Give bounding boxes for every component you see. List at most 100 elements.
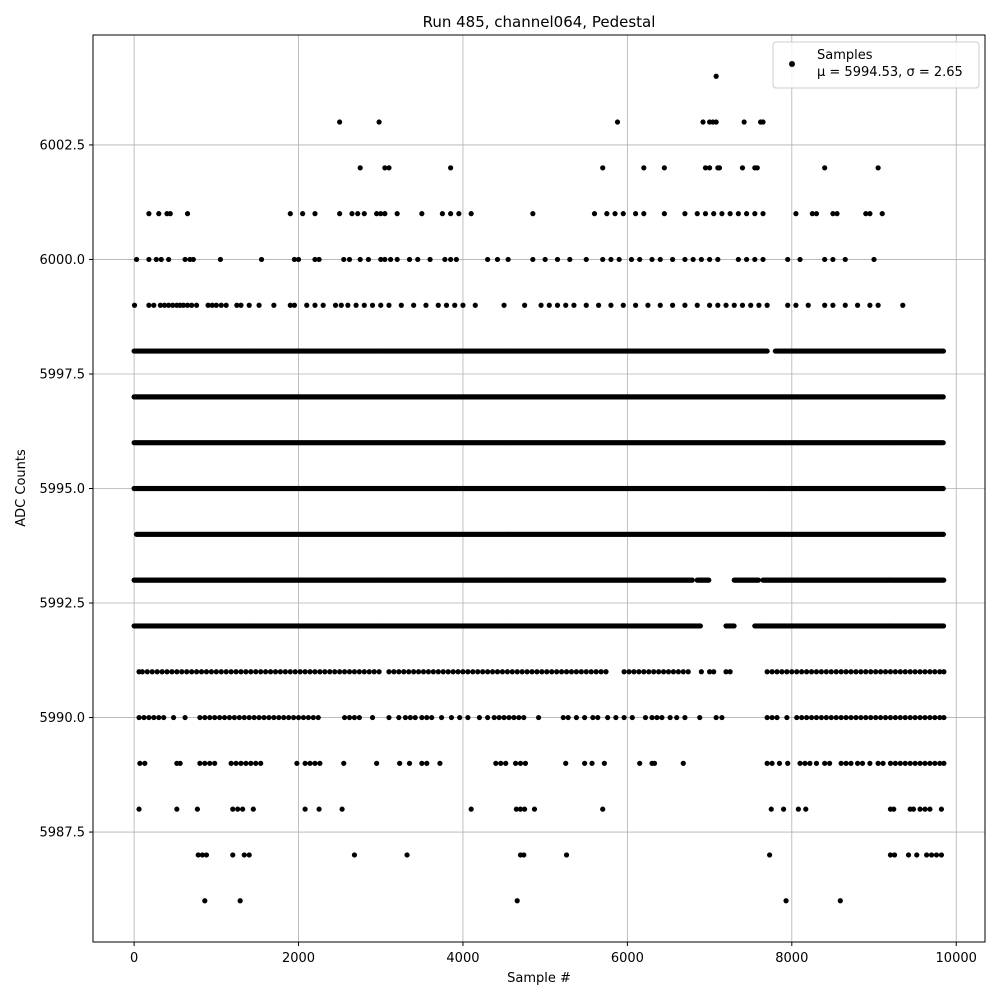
data-point: [453, 256, 459, 263]
data-point: [546, 302, 552, 308]
data-point: [448, 256, 454, 263]
data-point: [571, 302, 577, 308]
data-point: [690, 256, 696, 263]
data-point: [189, 302, 195, 308]
data-point: [378, 302, 384, 308]
data-point: [332, 302, 339, 308]
data-point: [345, 302, 351, 308]
data-point: [854, 302, 861, 308]
data-point: [697, 623, 703, 629]
data-point: [596, 302, 602, 308]
data-point: [394, 256, 400, 263]
data-point: [694, 302, 700, 308]
data-point: [415, 256, 421, 263]
data-point: [567, 256, 573, 263]
data-point: [133, 256, 140, 263]
data-point: [423, 302, 429, 308]
data-point: [657, 302, 663, 308]
data-point: [620, 302, 626, 308]
data-point: [657, 256, 663, 263]
data-point: [316, 256, 322, 263]
data-point: [386, 302, 392, 308]
data-point: [682, 302, 688, 308]
data-point: [669, 302, 676, 308]
data-point: [501, 302, 507, 308]
data-point: [940, 440, 946, 446]
data-point: [616, 256, 622, 263]
data-point: [151, 302, 157, 308]
data-point: [755, 577, 762, 583]
data-point: [131, 302, 138, 308]
data-point: [193, 302, 200, 308]
data-point: [505, 256, 511, 263]
data-point: [706, 302, 713, 308]
data-point: [295, 256, 302, 263]
data-point: [723, 302, 729, 308]
data-point: [649, 256, 655, 263]
data-point: [867, 302, 873, 308]
data-point: [940, 394, 946, 400]
data-point: [158, 256, 164, 263]
data-point: [940, 531, 947, 537]
data-point: [213, 302, 219, 308]
data-point: [637, 256, 643, 263]
data-point: [822, 302, 828, 308]
data-point: [182, 256, 188, 263]
data-point: [338, 302, 344, 308]
data-point: [689, 577, 695, 583]
data-point: [842, 302, 848, 308]
data-point: [258, 256, 265, 263]
data-point: [785, 302, 791, 308]
data-point: [146, 302, 152, 308]
data-point: [346, 256, 353, 263]
data-point: [341, 256, 347, 263]
data-point: [940, 348, 947, 354]
data-point: [682, 256, 688, 263]
data-point: [940, 485, 946, 492]
data-point: [304, 302, 310, 308]
data-point: [353, 302, 359, 308]
data-point: [731, 302, 737, 308]
data-point: [369, 302, 376, 308]
data-point: [941, 577, 947, 583]
data-point: [472, 302, 478, 308]
data-point: [554, 302, 561, 308]
data-point: [530, 256, 536, 263]
data-point: [739, 302, 746, 308]
data-point: [748, 302, 754, 308]
data-point: [805, 302, 811, 308]
data-point: [146, 256, 152, 263]
data-point: [940, 623, 947, 629]
data-point: [452, 302, 458, 308]
data-point: [442, 256, 448, 263]
data-point: [522, 302, 528, 308]
data-point: [388, 256, 394, 263]
data-point: [361, 302, 367, 308]
data-point: [217, 256, 224, 263]
data-point: [494, 256, 501, 263]
data-point: [246, 302, 252, 308]
data-point: [538, 302, 544, 308]
data-point: [223, 302, 229, 308]
data-point: [793, 302, 799, 308]
data-point: [830, 302, 836, 308]
data-point: [443, 302, 450, 308]
data-point: [600, 256, 606, 263]
data-point: [764, 348, 770, 354]
data-point: [632, 302, 639, 308]
data-point: [485, 256, 491, 263]
data-point: [542, 256, 548, 263]
data-point: [218, 302, 224, 308]
data-point: [698, 256, 704, 263]
data-point: [764, 302, 770, 308]
data-point: [291, 302, 298, 308]
data-points: [131, 73, 947, 904]
data-point: [411, 302, 417, 308]
data-point: [357, 256, 363, 263]
data-point: [153, 256, 159, 263]
data-point: [166, 256, 172, 263]
data-point: [312, 302, 318, 308]
data-point: [608, 256, 614, 263]
